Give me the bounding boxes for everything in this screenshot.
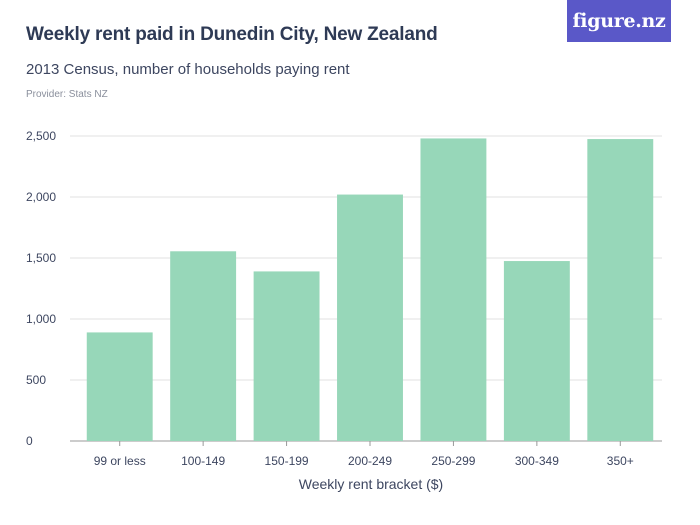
- y-tick-label: 0: [26, 434, 33, 448]
- bars: [86, 138, 654, 442]
- y-axis-ticks: 0 500 1,000 1,500 2,000 2,500: [26, 129, 56, 448]
- bar[interactable]: [86, 332, 153, 441]
- x-tick-label: 250-299: [431, 454, 475, 468]
- data-provider: Provider: Stats NZ: [26, 89, 108, 100]
- y-tick-label: 1,000: [26, 312, 56, 326]
- bar[interactable]: [253, 271, 320, 441]
- bar[interactable]: [170, 251, 237, 441]
- figure-nz-logo[interactable]: figure.nz: [567, 0, 671, 42]
- y-tick-label: 500: [26, 373, 46, 387]
- bar[interactable]: [337, 194, 403, 441]
- x-tick-label: 99 or less: [94, 454, 146, 468]
- x-tick-label: 200-249: [348, 454, 392, 468]
- x-axis-title: Weekly rent bracket ($): [299, 476, 443, 492]
- y-tick-label: 2,500: [26, 129, 56, 143]
- bar[interactable]: [420, 138, 487, 441]
- x-axis-ticks: 99 or less 100-149 150-199 200-249 250-299 30…: [94, 441, 634, 468]
- x-tick-label: 100-149: [181, 454, 225, 468]
- y-tick-label: 1,500: [26, 251, 56, 265]
- bar[interactable]: [503, 261, 570, 441]
- x-tick-label: 150-199: [265, 454, 309, 468]
- bar[interactable]: [587, 139, 654, 442]
- x-tick-label: 300-349: [515, 454, 559, 468]
- chart-title: Weekly rent paid in Dunedin City, New Ze…: [26, 24, 438, 45]
- chart-subtitle: 2013 Census, number of households paying…: [26, 61, 350, 78]
- x-tick-label: 350+: [607, 454, 634, 468]
- y-tick-label: 2,000: [26, 190, 56, 204]
